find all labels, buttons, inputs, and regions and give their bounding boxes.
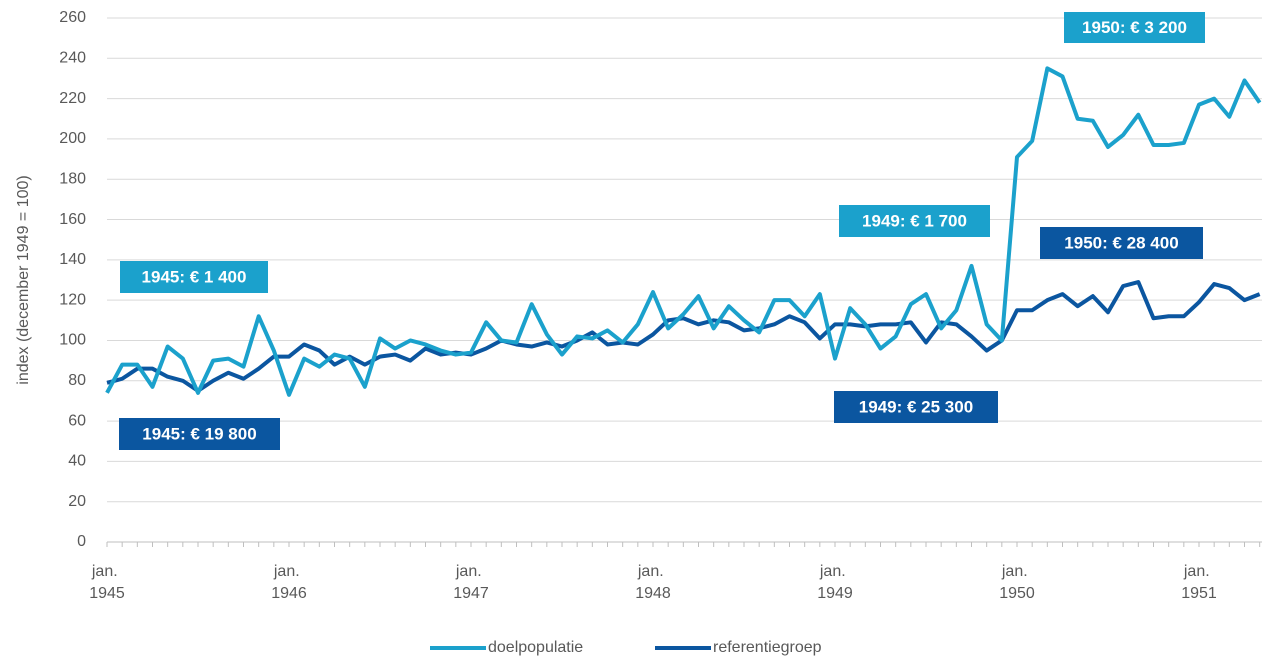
y-tick-label: 120 (59, 291, 86, 308)
annotation-box (1040, 227, 1203, 259)
x-tick-label: jan. 1947 (453, 563, 489, 602)
legend-label: referentiegroep (713, 639, 822, 656)
legend-label: doelpopulatie (488, 639, 583, 656)
y-tick-label: 220 (59, 90, 86, 107)
annotation: 1945: € 19 800 (142, 424, 256, 443)
line (105, 66, 1262, 397)
annotation-box (120, 261, 268, 293)
x-tick-label: jan. 1950 (999, 563, 1035, 602)
annotation: 1950: € 28 400 (1064, 233, 1178, 252)
y-axis-label: index (december 1949 = 100) (15, 175, 32, 384)
y-tick-label: 160 (59, 211, 86, 228)
annotation-box (119, 418, 280, 450)
annotation: 1945: € 1 400 (142, 267, 247, 286)
y-tick-label: 40 (68, 453, 86, 470)
y-tick-label: 240 (59, 50, 86, 67)
y-tick-label: 80 (68, 372, 86, 389)
y-tick-label: 100 (59, 332, 86, 349)
line (106, 280, 1261, 393)
x-tick-label: jan. 1945 (89, 563, 125, 602)
y-tick-label: 200 (59, 130, 86, 147)
annotation-box (839, 205, 990, 237)
x-tick-label: jan. 1949 (817, 563, 853, 602)
annotation: 1950: € 3 200 (1082, 18, 1187, 37)
x-tick-label: jan. 1948 (635, 563, 671, 602)
annotation: 1949: € 1 700 (862, 211, 967, 230)
y-tick-label: 0 (77, 533, 86, 550)
x-tick-label: jan. 1946 (271, 563, 307, 602)
annotation-box (834, 391, 998, 423)
y-tick-label: 180 (59, 170, 86, 187)
x-tick-label: jan. 1951 (1181, 563, 1217, 602)
y-tick-label: 20 (68, 493, 86, 510)
y-tick-label: 140 (59, 251, 86, 268)
y-tick-label: 260 (59, 9, 86, 26)
y-tick-label: 60 (68, 412, 86, 429)
annotation-box (1064, 12, 1205, 43)
annotation: 1949: € 25 300 (859, 397, 973, 416)
